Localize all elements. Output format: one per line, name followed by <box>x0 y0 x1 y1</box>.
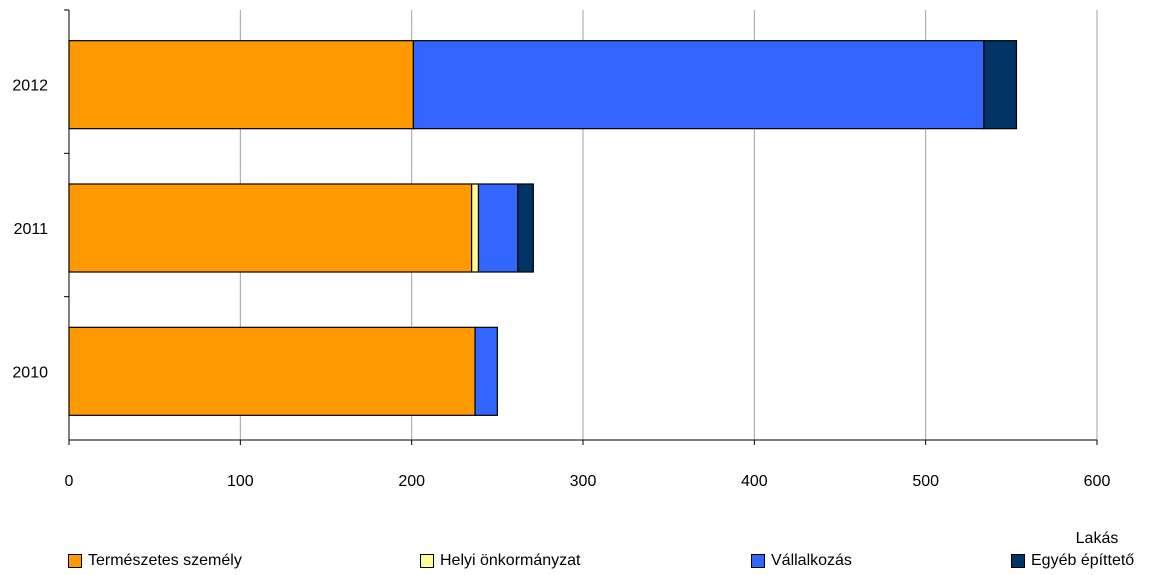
x-tick-label-200: 200 <box>398 473 425 490</box>
legend-label-0: Természetes személy <box>88 552 242 569</box>
y-tick-label-2010: 2010 <box>12 364 48 381</box>
bar-2012-series-2 <box>412 40 985 130</box>
x-axis-title: Lakás <box>1076 530 1119 547</box>
bar-2011-series-0 <box>68 183 473 273</box>
legend: Természetes személy Helyi önkormányzat Vál… <box>0 552 1154 574</box>
bars <box>68 40 1018 416</box>
legend-label-2: Vállalkozás <box>771 552 852 569</box>
x-tick-label-400: 400 <box>741 473 768 490</box>
bar-2012-series-0 <box>68 40 414 130</box>
x-tick-label-600: 600 <box>1084 473 1111 490</box>
y-tick-label-2012: 2012 <box>12 78 48 95</box>
bar-2011-series-1 <box>471 183 480 273</box>
legend-item-3: Egyéb építtető <box>1011 552 1134 570</box>
legend-swatch-3 <box>1011 554 1025 568</box>
legend-item-0: Természetes személy <box>68 552 242 570</box>
legend-label-1: Helyi önkormányzat <box>440 552 581 569</box>
bar-2011-series-3 <box>517 183 534 273</box>
x-tick-label-100: 100 <box>227 473 254 490</box>
bar-2010-series-0 <box>68 326 476 416</box>
legend-item-2: Vállalkozás <box>751 552 852 570</box>
bar-2012-series-3 <box>983 40 1018 130</box>
y-tick-label-2011: 2011 <box>14 221 49 238</box>
legend-item-1: Helyi önkormányzat <box>420 552 581 570</box>
x-tick-label-300: 300 <box>570 473 597 490</box>
tick-labels: 0 100 200 300 400 500 600 2010 2011 2012 <box>12 9 1111 490</box>
x-tick-label-0: 0 <box>65 473 74 490</box>
legend-swatch-1 <box>420 554 434 568</box>
legend-swatch-0 <box>68 554 82 568</box>
legend-swatch-2 <box>751 554 765 568</box>
bar-2011-series-2 <box>477 183 519 273</box>
legend-label-3: Egyéb építtető <box>1031 552 1135 569</box>
x-tick-label-500: 500 <box>912 473 939 490</box>
bar-2010-series-2 <box>474 326 498 416</box>
